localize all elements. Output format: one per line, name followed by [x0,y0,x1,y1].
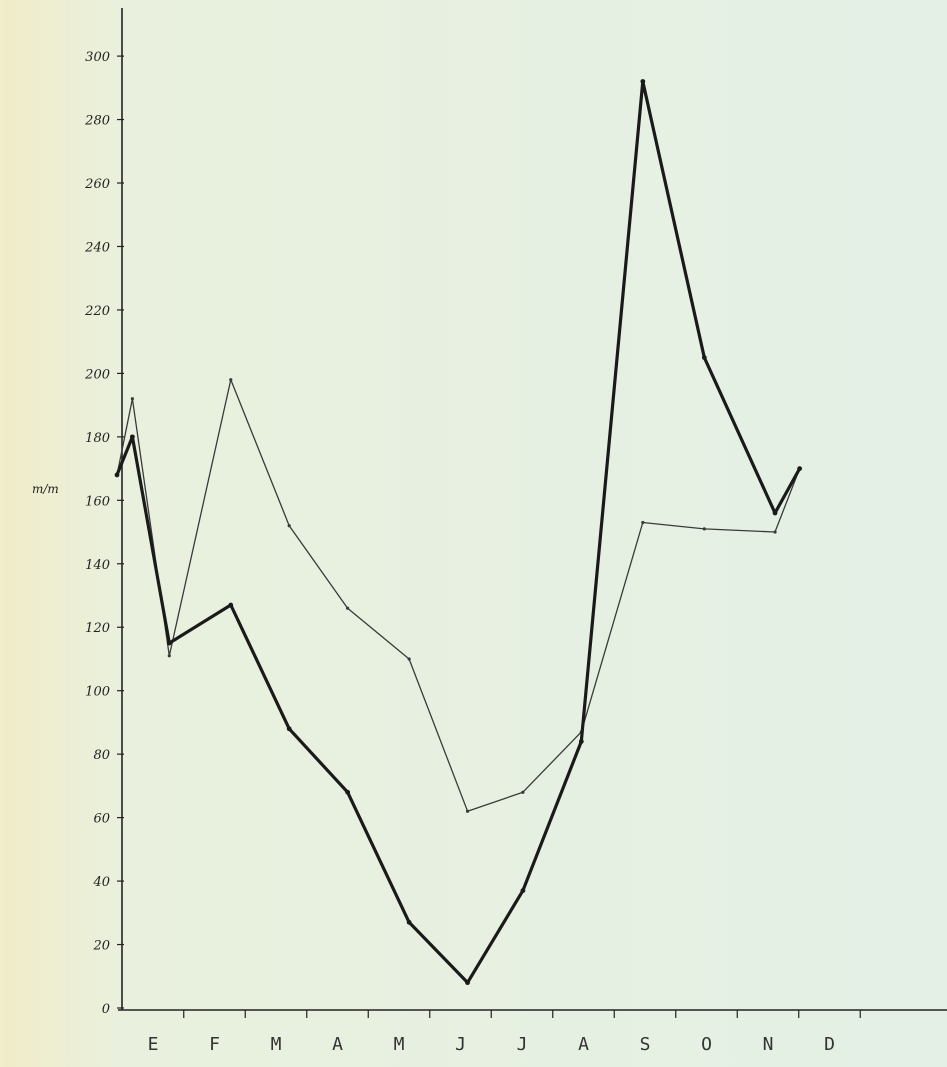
x-tick-label: M [394,1034,405,1055]
data-point-thick [345,789,351,795]
data-point-thin [287,524,291,528]
y-tick-label: 80 [93,748,110,763]
x-tick-label: E [148,1034,159,1055]
data-point-thick [228,602,234,608]
data-point-thick [640,79,646,84]
series-line-thin [116,379,801,812]
x-tick-label: F [209,1034,220,1055]
y-tick-label: 0 [102,1002,110,1017]
x-tick-label: N [763,1034,774,1055]
data-point-thin [229,378,233,382]
x-tick-label: J [455,1034,466,1055]
data-point-thick [129,434,135,440]
data-point-thick [406,919,412,925]
data-point-thin [346,606,350,610]
data-point-thick [286,726,292,732]
data-point-thick [465,980,470,986]
data-point-thin [521,790,525,794]
data-point-thin [702,527,706,531]
y-tick-label: 120 [85,621,110,636]
data-point-thin [407,657,411,661]
x-tick-label: O [701,1034,712,1055]
data-point-thin [130,397,134,401]
x-tick-label: J [517,1034,528,1055]
data-point-thick [520,888,526,893]
x-tick-label: D [824,1034,835,1055]
x-tick-label: A [332,1034,343,1055]
y-tick-label: 240 [84,240,110,255]
data-point-thick [114,472,120,478]
y-tick-label: 160 [85,494,110,509]
y-tick-label: 20 [92,939,110,954]
series-lines [114,79,803,986]
y-axis-unit-label: m/m [32,482,59,496]
data-point-thick [797,466,803,471]
data-point-thick [166,640,172,646]
y-tick-label: 60 [93,812,110,827]
y-tick-label: 260 [84,177,110,192]
y-tick-label: 220 [84,304,110,319]
y-tick-label: 300 [85,50,110,65]
data-point-thin [773,530,777,534]
y-tick-label: 40 [92,875,110,890]
x-tick-label: S [640,1034,651,1055]
x-tick-label: A [578,1034,589,1055]
y-tick-label: 140 [85,558,110,573]
series-line-thick [115,79,802,985]
y-tick-label: 180 [85,431,110,446]
y-tick-label: 100 [85,685,110,700]
data-point-thick [578,739,584,744]
x-tick-label: M [271,1034,282,1055]
data-point-thick [701,355,707,360]
y-ticks: 0 20 40 60 80 100 120 140 160 180 200 220 240 260 280 3… [84,50,124,1017]
data-point-thin [641,520,645,525]
axes [118,8,947,1011]
data-point-thin [167,654,171,658]
data-point-thick [772,510,778,516]
data-point-thin [465,809,470,813]
y-tick-label: 200 [84,367,110,382]
y-tick-label: 280 [84,114,110,129]
